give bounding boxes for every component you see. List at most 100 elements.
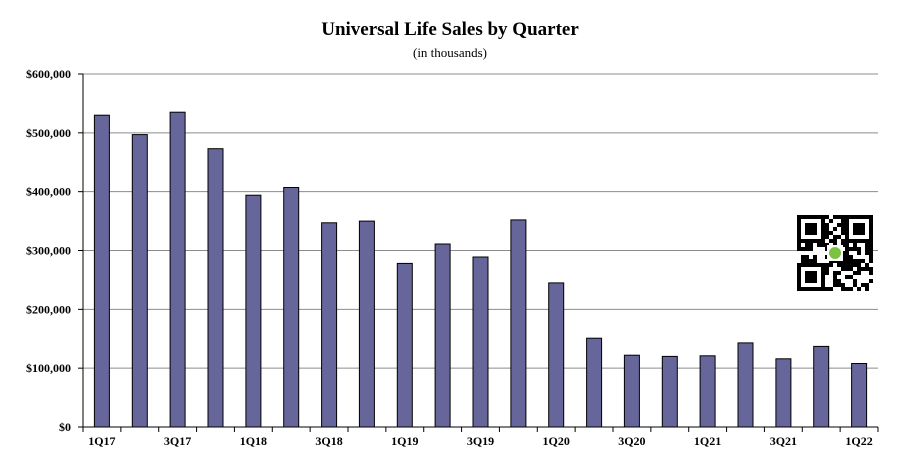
qr-module — [841, 227, 845, 231]
y-tick-label: $600,000 — [26, 67, 71, 81]
qr-module — [857, 263, 861, 267]
qr-module — [845, 267, 849, 271]
qr-module — [829, 287, 833, 291]
qr-module — [805, 243, 809, 247]
qr-module — [797, 243, 801, 247]
x-tick-label: 3Q20 — [618, 434, 645, 448]
qr-module — [869, 251, 873, 255]
qr-module — [825, 227, 829, 231]
qr-module — [869, 255, 873, 259]
qr-module — [845, 287, 849, 291]
qr-module — [841, 263, 845, 267]
qr-module — [837, 283, 841, 287]
qr-module — [841, 283, 845, 287]
qr-module — [837, 271, 841, 275]
qr-module — [869, 247, 873, 251]
qr-module — [853, 259, 857, 263]
qr-module — [845, 263, 849, 267]
qr-module — [853, 243, 857, 247]
qr-module — [833, 283, 837, 287]
qr-module — [845, 251, 849, 255]
bar-3Q21 — [775, 358, 792, 428]
chart-title: Universal Life Sales by Quarter — [321, 19, 579, 40]
qr-module — [825, 223, 829, 227]
qr-module — [845, 275, 849, 279]
bar-2Q21 — [737, 342, 754, 428]
qr-finder-core — [805, 271, 817, 283]
qr-module — [869, 243, 873, 247]
qr-module — [869, 271, 873, 275]
qr-module — [825, 263, 829, 267]
bar-3Q18 — [321, 222, 338, 428]
qr-module — [841, 215, 845, 219]
qr-module — [813, 255, 817, 259]
qr-module — [861, 267, 865, 271]
qr-module — [833, 215, 837, 219]
qr-module — [853, 283, 857, 287]
y-tick-labels: $0 $100,000 $200,000 $300,000 $400,000 $500,0… — [26, 67, 71, 434]
qr-module — [833, 235, 837, 239]
qr-module — [869, 279, 873, 283]
qr-module — [833, 275, 837, 279]
qr-module — [829, 231, 833, 235]
qr-module — [849, 259, 853, 263]
x-tick-label: 1Q22 — [845, 434, 872, 448]
y-tick-label: $200,000 — [26, 302, 71, 316]
bar-4Q17 — [207, 148, 224, 428]
x-tick-label: 3Q17 — [164, 434, 191, 448]
x-tick-label: 1Q19 — [391, 434, 418, 448]
qr-module — [813, 259, 817, 263]
qr-module — [857, 259, 861, 263]
bar-4Q20 — [661, 355, 678, 428]
bars — [93, 111, 868, 428]
qr-module — [849, 275, 853, 279]
qr-module — [833, 239, 837, 243]
qr-module — [825, 287, 829, 291]
qr-module — [817, 243, 821, 247]
bar-2Q17 — [131, 134, 148, 428]
qr-module — [841, 219, 845, 223]
qr-finder-core — [805, 223, 817, 235]
qr-module — [849, 263, 853, 267]
qr-module — [829, 219, 833, 223]
y-tick-label: $100,000 — [26, 361, 71, 375]
bar-1Q21 — [699, 355, 716, 428]
qr-module — [857, 271, 861, 275]
qr-module — [809, 259, 813, 263]
qr-module — [825, 235, 829, 239]
qr-module — [797, 247, 801, 251]
qr-module — [853, 247, 857, 251]
x-tick-label: 1Q21 — [694, 434, 721, 448]
bar-3Q20 — [623, 354, 640, 428]
bar-4Q19 — [510, 219, 527, 428]
qr-module — [849, 255, 853, 259]
x-tick-label: 1Q17 — [88, 434, 115, 448]
qr-module — [837, 263, 841, 267]
y-tick-label: $400,000 — [26, 185, 71, 199]
qr-module — [841, 223, 845, 227]
qr-module — [865, 251, 869, 255]
qr-module — [849, 247, 853, 251]
qr-module — [865, 247, 869, 251]
qr-module — [825, 271, 829, 275]
qr-module — [845, 243, 849, 247]
qr-module — [801, 247, 805, 251]
y-tick-label: $500,000 — [26, 126, 71, 140]
qr-module — [841, 267, 845, 271]
bar-1Q20 — [548, 282, 565, 428]
qr-module — [837, 235, 841, 239]
qr-module — [825, 215, 829, 219]
x-tick-label: 3Q18 — [315, 434, 342, 448]
qr-module — [849, 287, 853, 291]
qr-module — [805, 255, 809, 259]
chart-subtitle: (in thousands) — [412, 45, 488, 60]
qr-module — [869, 259, 873, 263]
qr-module — [833, 279, 837, 283]
qr-module — [865, 283, 869, 287]
x-tick-labels: 1Q17 3Q17 1Q18 3Q18 1Q19 3Q19 1Q20 3Q20 1Q21 3Q21… — [88, 434, 873, 448]
qr-module — [805, 259, 809, 263]
qr-module — [809, 247, 813, 251]
qr-module — [845, 247, 849, 251]
qr-module — [845, 255, 849, 259]
qr-module — [837, 223, 841, 227]
